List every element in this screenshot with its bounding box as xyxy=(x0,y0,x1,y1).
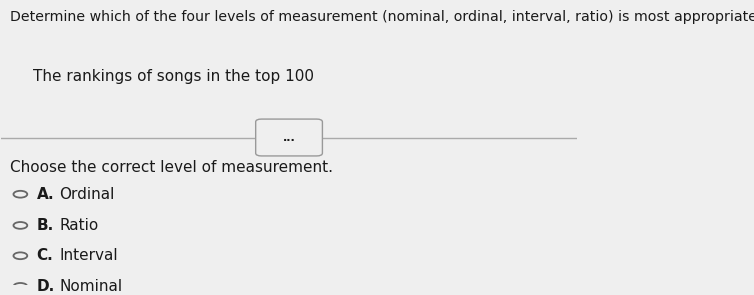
Text: The rankings of songs in the top 100: The rankings of songs in the top 100 xyxy=(33,69,314,84)
Text: A.: A. xyxy=(36,187,54,202)
Text: C.: C. xyxy=(36,248,54,263)
Text: Choose the correct level of measurement.: Choose the correct level of measurement. xyxy=(10,160,333,175)
Text: Determine which of the four levels of measurement (nominal, ordinal, interval, r: Determine which of the four levels of me… xyxy=(10,10,754,24)
Text: B.: B. xyxy=(36,218,54,233)
Text: Nominal: Nominal xyxy=(60,279,123,294)
Text: ...: ... xyxy=(283,132,296,142)
Text: Ratio: Ratio xyxy=(60,218,99,233)
Text: Interval: Interval xyxy=(60,248,118,263)
Text: Ordinal: Ordinal xyxy=(60,187,115,202)
Text: D.: D. xyxy=(36,279,55,294)
FancyBboxPatch shape xyxy=(256,119,323,156)
